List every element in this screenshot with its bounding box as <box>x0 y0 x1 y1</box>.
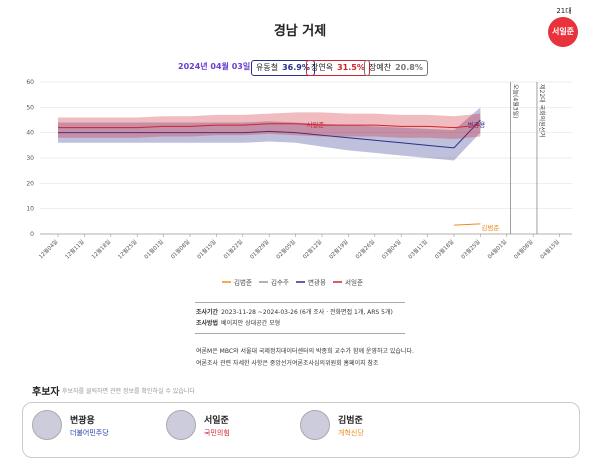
y-tick-label: 60 <box>26 79 34 86</box>
date: 2024년 04월 03일 <box>178 62 251 71</box>
x-tick-label: 01월29일 <box>248 238 271 261</box>
legend-label: 서일준 <box>345 278 363 287</box>
x-tick-label: 01월08일 <box>169 238 192 261</box>
x-tick-label: 03월11일 <box>406 238 429 261</box>
x-tick-label: 12월11일 <box>63 238 86 261</box>
term: 21대 <box>556 7 572 15</box>
y-tick-label: 10 <box>26 206 34 213</box>
legend-label: 김수주 <box>271 279 289 287</box>
avatar <box>166 410 196 440</box>
x-tick-label: 12월04일 <box>37 238 60 261</box>
y-tick-label: 20 <box>26 180 34 187</box>
y-tick-label: 0 <box>30 231 34 238</box>
incumbent-badge[interactable]: 서일준 <box>548 17 578 47</box>
y-tick-label: 50 <box>26 104 34 111</box>
note-text: 2023-11-28 ~2024-03-26 (6개 조사 · 전화면접 1개,… <box>221 309 393 316</box>
divider <box>195 302 405 303</box>
legend-label: 김범준 <box>234 278 252 287</box>
candidate-party: 더불어민주당 <box>70 428 109 437</box>
divider <box>195 333 405 334</box>
legend-label: 변광용 <box>308 279 326 287</box>
candidates-title: 후보자 <box>32 387 60 398</box>
x-tick-label: 12월18일 <box>89 238 112 261</box>
poll-value: 36.9% <box>282 63 310 72</box>
candidate-name: 변광용 <box>70 415 95 426</box>
candidate-name: 김범준 <box>338 415 363 426</box>
x-tick-label: 02월12일 <box>301 238 324 261</box>
poll-box: 장연옥 31.5% <box>306 60 370 76</box>
x-tick-label: 04월15일 <box>538 238 561 261</box>
title: 경남 거제 <box>273 24 327 39</box>
candidate-party: 개혁신당 <box>338 428 364 437</box>
y-tick-label: 30 <box>26 155 34 162</box>
candidate-party: 국민의힘 <box>204 428 230 437</box>
line <box>58 123 481 129</box>
x-tick-label: 01월01일 <box>142 238 165 261</box>
info-text: 여론조사 관련 자세한 사항은 중앙선거여론조사심의위원회 홈페이지 참조 <box>196 360 379 367</box>
info-text: 여론M은 MBC와 서울대 국제정치데이터센터의 박종희 교수가 함께 운영하고… <box>196 348 414 355</box>
avatar <box>300 410 330 440</box>
x-tick-label: 04월08일 <box>512 238 535 261</box>
poll-value: 20.8% <box>395 63 423 72</box>
note-label: 조사기간 <box>196 309 219 316</box>
line-label: 김범준 <box>481 223 499 232</box>
poll-name: 장예찬 <box>369 63 392 72</box>
candidates-hint: 후보자를 클릭하면 관련 정보를 확인하실 수 있습니다 <box>62 388 195 395</box>
note-text: 베이지안 상대공간 모형 <box>221 320 281 327</box>
note-row: 조사방법 베이지안 상대공간 모형 <box>196 318 393 329</box>
line <box>58 119 481 149</box>
poll-box: 유동철 36.9% <box>251 60 315 76</box>
info: 여론M은 MBC와 서울대 국제정치데이터센터의 박종희 교수가 함께 운영하고… <box>196 346 414 370</box>
x-tick-label: 01월22일 <box>221 238 244 261</box>
x-tick-label: 03월04일 <box>380 238 403 261</box>
x-tick-label: 03월25일 <box>459 238 482 261</box>
poll-box: 장예찬 20.8% <box>364 60 428 76</box>
band <box>58 112 481 139</box>
band <box>58 107 481 161</box>
line-label: 서일준 <box>306 120 324 129</box>
marker-label: 제22대 국회의원선거 <box>538 84 546 138</box>
line <box>453 223 481 226</box>
poll-name: 장연옥 <box>311 63 334 72</box>
poll-value: 31.5% <box>337 63 365 72</box>
candidate-name: 서일준 <box>204 415 229 426</box>
y-tick-label: 40 <box>26 130 34 137</box>
notes: 조사기간 2023-11-28 ~2024-03-26 (6개 조사 · 전화면접… <box>196 307 393 329</box>
note-row: 조사기간 2023-11-28 ~2024-03-26 (6개 조사 · 전화면접… <box>196 307 393 318</box>
x-tick-label: 02월26일 <box>353 238 376 261</box>
x-tick-label: 03월18일 <box>433 238 456 261</box>
note-label: 조사방법 <box>196 320 219 327</box>
x-tick-label: 02월05일 <box>274 238 297 261</box>
marker-label: 오늘(4월3일) <box>512 84 520 118</box>
x-tick-label: 12월25일 <box>116 238 139 261</box>
x-tick-label: 04월01일 <box>485 238 508 261</box>
x-tick-label: 01월15일 <box>195 238 218 261</box>
candidates-panel <box>22 402 580 458</box>
x-tick-label: 02월19일 <box>327 238 350 261</box>
avatar <box>32 410 62 440</box>
poll-name: 유동철 <box>256 63 279 72</box>
